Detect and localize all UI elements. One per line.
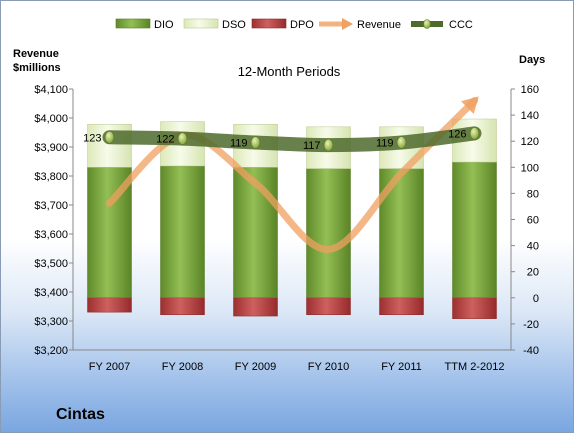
company-name: Cintas xyxy=(56,406,105,423)
left-axis-title: $millions xyxy=(13,62,61,74)
ccc-data-label-fy-2008: 122 xyxy=(156,134,174,146)
legend-label-dio: DIO xyxy=(154,19,174,31)
chart-title: 12-Month Periods xyxy=(238,64,341,79)
bar-dpo-fy-2009 xyxy=(233,297,278,317)
x-tick-label-ttm-2-2012: TTM 2-2012 xyxy=(445,361,505,373)
left-tick-label: $3,400 xyxy=(34,287,68,299)
ccc-data-label-ttm-2-2012: 126 xyxy=(448,128,466,140)
left-tick-label: $3,800 xyxy=(34,171,68,183)
ccc-point-fy-2011 xyxy=(396,136,407,149)
ccc-point-fy-2007 xyxy=(104,130,115,144)
left-tick-label: $4,100 xyxy=(34,84,68,96)
legend-swatch-dso xyxy=(183,18,219,29)
right-tick-label: 160 xyxy=(521,84,539,96)
legend: DIO DSO DPO Revenue CCC xyxy=(115,18,473,31)
x-tick-label-fy-2007: FY 2007 xyxy=(89,361,130,373)
right-tick-label: 0 xyxy=(533,293,539,305)
x-tick-label-fy-2010: FY 2010 xyxy=(308,361,349,373)
revenue-arrowhead xyxy=(461,96,479,115)
legend-label-dpo: DPO xyxy=(290,19,314,31)
ccc-line xyxy=(102,126,482,153)
right-tick-label: 120 xyxy=(521,136,539,148)
bar-dpo-fy-2007 xyxy=(87,297,132,313)
right-tick-label: 140 xyxy=(521,110,539,122)
right-tick-label: -20 xyxy=(523,319,539,331)
ccc-point-fy-2009 xyxy=(250,136,261,149)
left-tick-label: $3,500 xyxy=(34,258,68,270)
ccc-data-label-fy-2010: 117 xyxy=(303,140,321,152)
ccc-point-ttm-2-2012 xyxy=(469,126,480,140)
right-axis-title: Days xyxy=(519,54,545,66)
ccc-data-label-fy-2007: 123 xyxy=(83,132,101,144)
legend-label-revenue: Revenue xyxy=(357,19,401,31)
left-tick-label: $3,900 xyxy=(34,142,68,154)
left-axis-title: Revenue xyxy=(13,48,59,60)
x-tick-label-fy-2009: FY 2009 xyxy=(235,361,276,373)
left-tick-label: $3,300 xyxy=(34,316,68,328)
legend-swatch-dpo xyxy=(251,18,287,29)
bar-dpo-fy-2011 xyxy=(379,297,424,316)
ccc-data-label-fy-2009: 119 xyxy=(230,138,248,150)
bar-dpo-fy-2010 xyxy=(306,297,351,316)
legend-swatch-ccc-dot xyxy=(423,19,431,29)
bar-dio-ttm-2-2012 xyxy=(452,161,497,299)
legend-label-dso: DSO xyxy=(222,19,246,31)
ccc-point-fy-2008 xyxy=(177,132,188,145)
legend-swatch-dio xyxy=(115,18,151,29)
right-tick-label: 100 xyxy=(521,162,539,174)
left-tick-label: $3,600 xyxy=(34,229,68,241)
bar-dio-fy-2009 xyxy=(233,167,278,299)
bar-dpo-ttm-2-2012 xyxy=(452,297,497,319)
right-tick-label: 60 xyxy=(527,215,539,227)
left-tick-label: $3,700 xyxy=(34,200,68,212)
left-tick-label: $4,000 xyxy=(34,113,68,125)
ccc-data-label-fy-2011: 119 xyxy=(376,138,394,150)
bar-dio-fy-2008 xyxy=(160,165,205,299)
ccc-point-fy-2010 xyxy=(323,138,334,152)
legend-label-ccc: CCC xyxy=(449,19,473,31)
right-tick-label: 80 xyxy=(527,188,539,200)
x-tick-label-fy-2008: FY 2008 xyxy=(162,361,203,373)
right-tick-label: 20 xyxy=(527,267,539,279)
left-tick-label: $3,200 xyxy=(34,345,68,357)
right-tick-label: 40 xyxy=(527,241,539,253)
bar-dpo-fy-2008 xyxy=(160,297,205,316)
right-tick-label: -40 xyxy=(523,345,539,357)
bar-dio-fy-2010 xyxy=(306,168,351,299)
legend-swatch-revenue-head xyxy=(342,18,353,30)
x-tick-label-fy-2011: FY 2011 xyxy=(381,361,422,373)
